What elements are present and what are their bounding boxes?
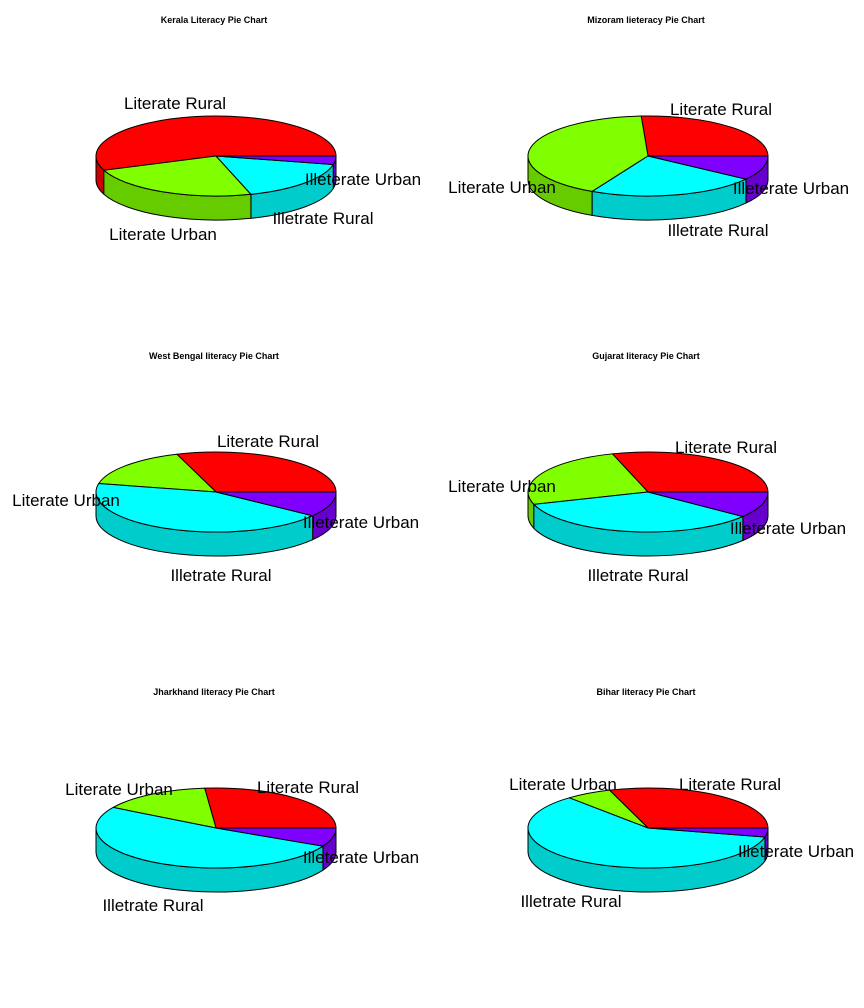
pie-slice <box>215 827 337 847</box>
slice-label: Literate Urban <box>448 178 556 197</box>
chart-title: Kerala Literacy Pie Chart <box>161 15 268 25</box>
chart-title: Gujarat literacy Pie Chart <box>592 351 700 361</box>
slice-label: Illeterate Urban <box>733 179 849 198</box>
slice-label: Literate Urban <box>65 780 173 799</box>
pie-chart-panel: Bihar literacy Pie Chart Literate Rural Li… <box>509 687 854 911</box>
slice-label: Literate Rural <box>675 438 777 457</box>
pie-slice <box>527 797 766 869</box>
pie-chart-panel: West Bengal literacy Pie Chart Literate R… <box>12 351 419 585</box>
pie-slice <box>647 827 769 838</box>
slice-label: Literate Rural <box>670 100 772 119</box>
pie-chart-panel: Kerala Literacy Pie Chart Literate Rural L… <box>95 15 421 244</box>
slice-label: Illeterate Urban <box>738 842 854 861</box>
slice-label: Illetrate Rural <box>520 892 621 911</box>
pie-slice <box>215 491 337 517</box>
pie-chart-panel: Gujarat literacy Pie Chart Literate Rural… <box>448 351 846 585</box>
slice-label: Illetrate Rural <box>272 209 373 228</box>
pie-slice <box>95 483 314 533</box>
slice-label: Illeterate Urban <box>305 170 421 189</box>
pie-slice <box>95 806 324 869</box>
pie-slice <box>215 155 337 165</box>
slice-label: Literate Rural <box>217 432 319 451</box>
chart-title: Bihar literacy Pie Chart <box>596 687 695 697</box>
slice-label: Literate Urban <box>109 225 217 244</box>
pie-slice <box>611 451 769 493</box>
slice-label: Illetrate Rural <box>587 566 688 585</box>
pie-slice <box>608 787 769 829</box>
slice-label: Literate Rural <box>257 778 359 797</box>
pie-slice <box>647 491 769 518</box>
pie-chart-panel: Mizoram lieteracy Pie Chart Literate Rura… <box>448 15 849 240</box>
pie-slice <box>647 155 769 180</box>
pie-slice <box>112 787 217 829</box>
pie-slice <box>533 491 744 533</box>
slice-label: Illeterate Urban <box>303 848 419 867</box>
pie-slice <box>204 787 337 829</box>
pie-slice <box>527 453 649 505</box>
slice-label: Illetrate Rural <box>102 896 203 915</box>
slice-label: Literate Urban <box>12 491 120 510</box>
pie-slice <box>527 115 649 192</box>
pie-slice <box>98 453 217 493</box>
chart-title: Mizoram lieteracy Pie Chart <box>587 15 705 25</box>
pie-slice <box>95 115 337 171</box>
chart-title: Jharkhand literacy Pie Chart <box>153 687 275 697</box>
chart-title: West Bengal literacy Pie Chart <box>149 351 279 361</box>
pie-slice <box>103 155 252 197</box>
pie-slice <box>215 155 334 195</box>
slice-label: Illetrate Rural <box>170 566 271 585</box>
slice-label: Illetrate Rural <box>667 221 768 240</box>
pie-chart-panel: Jharkhand literacy Pie Chart Literate Rur… <box>65 687 419 915</box>
slice-label: Illeterate Urban <box>730 519 846 538</box>
pie-slice <box>591 155 747 197</box>
pie-slice <box>176 451 337 493</box>
pie-slice <box>640 115 769 157</box>
slice-label: Illeterate Urban <box>303 513 419 532</box>
slice-label: Literate Urban <box>509 775 617 794</box>
slice-label: Literate Urban <box>448 477 556 496</box>
slice-label: Literate Rural <box>679 775 781 794</box>
slice-label: Literate Rural <box>124 94 226 113</box>
